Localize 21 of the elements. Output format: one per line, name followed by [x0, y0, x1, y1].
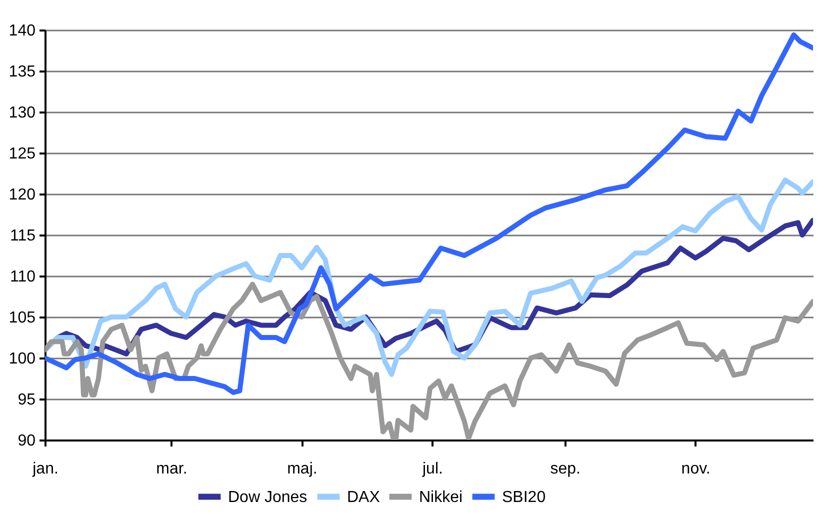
x-tick-label: maj.: [287, 460, 318, 478]
x-tick-label: nov.: [681, 460, 710, 478]
y-tick-label: 105: [8, 310, 36, 326]
y-tick-label: 90: [18, 432, 36, 450]
y-tick-label: 95: [18, 392, 36, 408]
legend-label: SBI20: [502, 488, 546, 506]
y-tick-label: 115: [10, 228, 36, 244]
x-tick-label: jul.: [421, 460, 443, 478]
x-tick-label: mar.: [156, 460, 188, 478]
x-tick-label: sep.: [550, 460, 580, 478]
y-tick-label: 140: [8, 22, 36, 40]
legend-label: DAX: [347, 488, 380, 506]
y-tick-label: 130: [8, 104, 36, 122]
y-tick-label: 110: [10, 268, 36, 286]
x-tick-label: jan.: [32, 460, 58, 478]
legend-label: Dow Jones: [228, 488, 308, 506]
y-tick-label: 100: [8, 350, 36, 368]
y-tick-label: 135: [8, 64, 36, 80]
y-tick-label: 125: [8, 146, 36, 162]
y-tick-label: 120: [8, 186, 36, 204]
legend-label: Nikkei: [419, 488, 463, 506]
